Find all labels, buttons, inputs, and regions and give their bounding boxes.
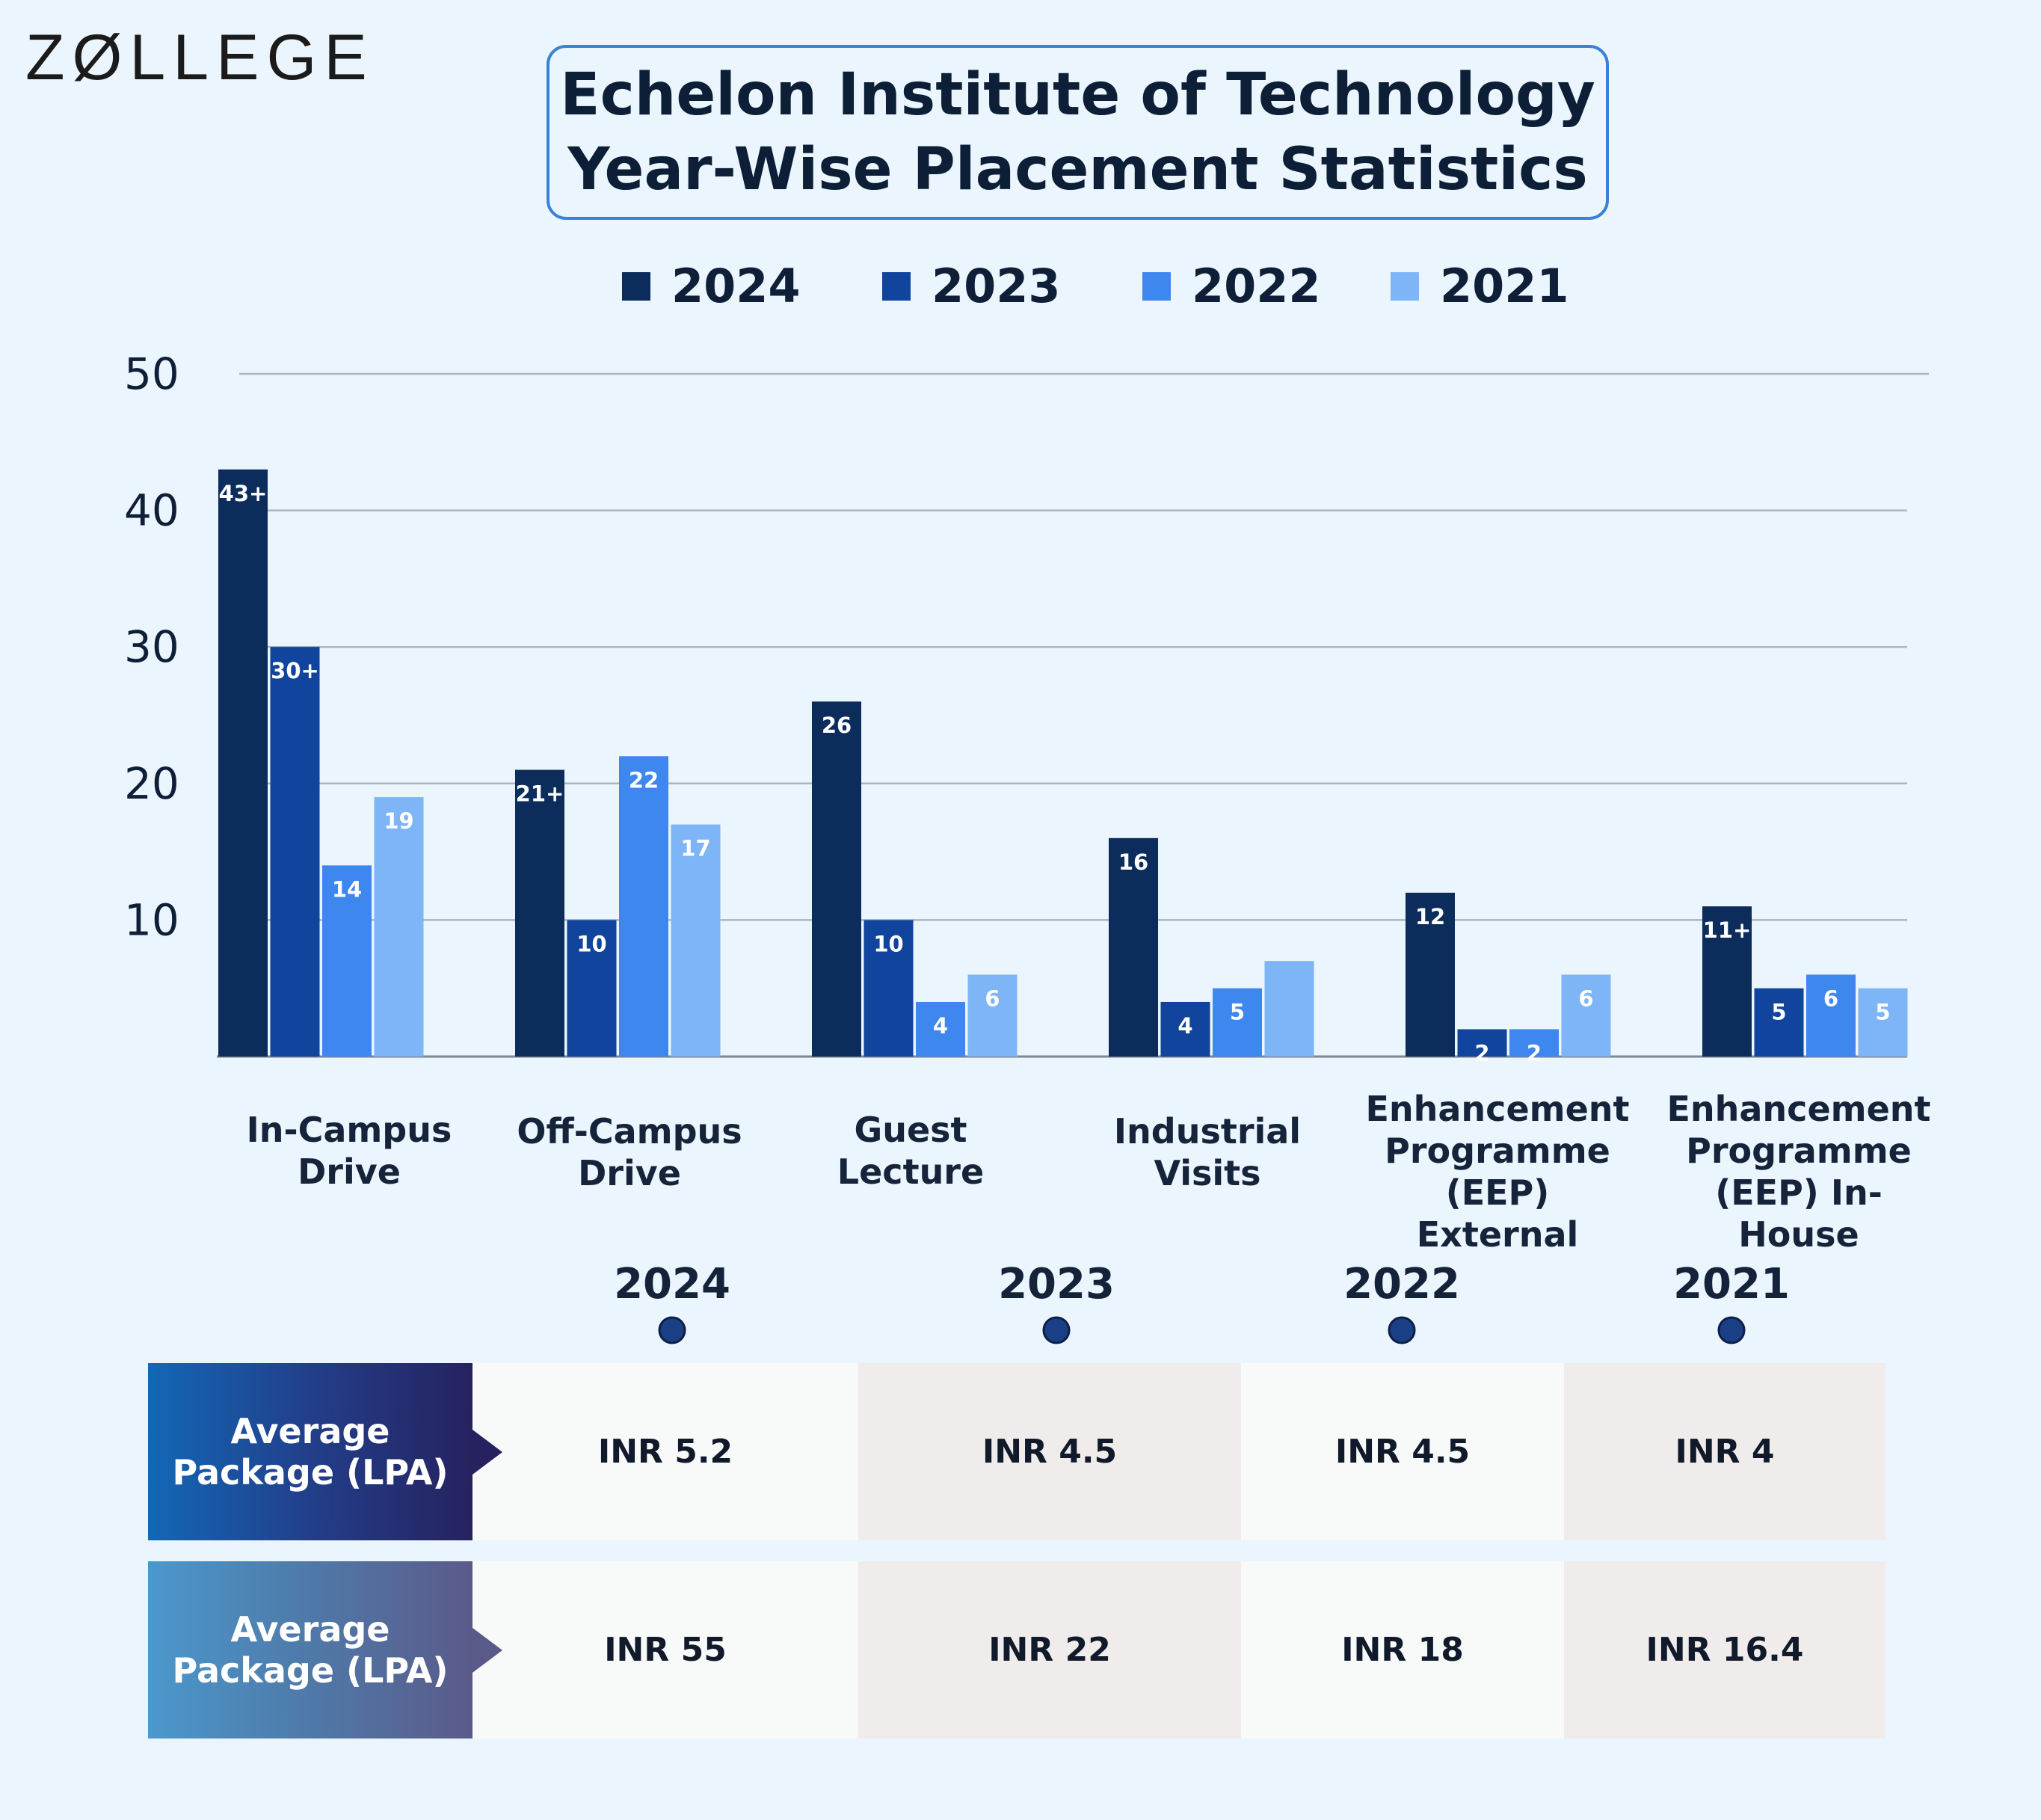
- bar-2024-cat-2: [812, 701, 861, 1057]
- table-cell-r1-c3: INR 16.4: [1564, 1561, 1885, 1738]
- legend-swatch-2022: [1142, 272, 1171, 301]
- bar-value-label-2023-cat-3: 4: [1178, 1013, 1192, 1039]
- bar-2022-cat-2: [916, 1001, 965, 1057]
- bar-value-label-2024-cat-1: 21+: [516, 781, 564, 807]
- timeline-year-2022: 2022: [1343, 1260, 1460, 1309]
- row-header-0: Average Package (LPA): [148, 1363, 472, 1540]
- timeline-year-2021: 2021: [1673, 1260, 1790, 1309]
- table-cell-r1-c2: INR 18: [1241, 1561, 1564, 1738]
- legend-label-2021: 2021: [1440, 259, 1569, 313]
- y-tick-label-50: 50: [124, 348, 179, 399]
- bar-2023-cat-2: [864, 920, 914, 1057]
- bar-2024-cat-1: [515, 769, 564, 1057]
- legend-swatch-2023: [882, 272, 911, 301]
- table-cell-r0-c3: INR 4: [1564, 1363, 1885, 1540]
- bar-value-label-2022-cat-3: 5: [1230, 1000, 1245, 1025]
- bar-2021-cat-0: [374, 797, 424, 1057]
- legend-item-2023[interactable]: 2023: [882, 260, 1061, 313]
- table-cell-r0-c2: INR 4.5: [1241, 1363, 1564, 1540]
- bar-value-label-2022-cat-4: 2: [1527, 1040, 1542, 1066]
- zollege-logo: ZØLLEGE: [25, 22, 375, 93]
- bar-value-label-2023-cat-5: 5: [1771, 1000, 1786, 1025]
- legend-label-2022: 2022: [1192, 259, 1321, 313]
- bar-value-label-2021-cat-0: 19: [384, 808, 413, 834]
- bar-2023-cat-0: [270, 647, 320, 1057]
- bar-2021-cat-3: [1264, 961, 1314, 1057]
- bar-2023-cat-4: [1457, 1029, 1507, 1057]
- timeline-dot-2021: [1717, 1316, 1746, 1344]
- bar-2021-cat-5: [1858, 988, 1908, 1057]
- bar-2023-cat-5: [1754, 988, 1804, 1057]
- bar-value-label-2021-cat-2: 6: [985, 986, 1000, 1011]
- y-tick-label-10: 10: [124, 894, 179, 945]
- bar-2024-cat-5: [1702, 906, 1752, 1057]
- timeline-year-2023: 2023: [998, 1260, 1115, 1309]
- bar-2023-cat-3: [1160, 1001, 1210, 1057]
- bar-value-label-2023-cat-4: 2: [1474, 1040, 1489, 1066]
- table-cell-r1-c0: INR 55: [472, 1561, 858, 1738]
- bar-2022-cat-5: [1806, 974, 1856, 1057]
- legend-label-2024: 2024: [671, 259, 801, 313]
- bar-2024-cat-3: [1109, 837, 1158, 1057]
- x-tick-label-4: Enhancement Programme (EEP) External: [1365, 1089, 1630, 1255]
- bar-value-label-2023-cat-0: 30+: [271, 658, 319, 683]
- chart-title-box: Echelon Institute of Technology Year-Wis…: [547, 45, 1609, 220]
- y-tick-label-30: 30: [124, 621, 179, 672]
- chart-title-line-1: Echelon Institute of Technology: [560, 61, 1595, 129]
- row-header-arrow-0: [472, 1429, 502, 1475]
- bar-chart: 102030405043+30+141921+10221726104616451…: [124, 348, 1929, 1066]
- legend-swatch-2024: [622, 272, 650, 301]
- bar-value-label-2022-cat-0: 14: [332, 876, 362, 902]
- table-cell-r0-c0: INR 5.2: [472, 1363, 858, 1540]
- bar-value-label-2023-cat-2: 10: [873, 931, 903, 956]
- bar-value-label-2023-cat-1: 10: [576, 931, 606, 956]
- bar-value-label-2024-cat-5: 11+: [1703, 917, 1752, 943]
- legend-item-2022[interactable]: 2022: [1142, 260, 1321, 313]
- bar-value-label-2022-cat-5: 6: [1823, 986, 1838, 1011]
- table-cell-r1-c1: INR 22: [858, 1561, 1241, 1738]
- bar-value-label-2022-cat-1: 22: [629, 767, 659, 793]
- bar-2024-cat-4: [1406, 892, 1455, 1057]
- x-tick-label-1: Off-Campus Drive: [517, 1111, 742, 1193]
- y-tick-label-40: 40: [124, 485, 179, 536]
- timeline-dot-2024: [658, 1316, 686, 1344]
- legend-swatch-2021: [1391, 272, 1419, 301]
- timeline-dot-2023: [1042, 1316, 1071, 1344]
- row-header-arrow-1: [472, 1627, 502, 1673]
- x-tick-label-5: Enhancement Programme (EEP) In-House: [1666, 1089, 1931, 1255]
- timeline-dot-2022: [1388, 1316, 1416, 1344]
- row-header-1: Average Package (LPA): [148, 1561, 472, 1738]
- bar-2022-cat-0: [322, 865, 372, 1057]
- bar-value-label-2024-cat-3: 16: [1118, 849, 1148, 875]
- legend-label-2023: 2023: [932, 259, 1061, 313]
- x-tick-label-2: Guest Lecture: [837, 1110, 985, 1192]
- x-tick-label-0: In-Campus Drive: [246, 1110, 452, 1192]
- bar-value-label-2021-cat-4: 6: [1578, 986, 1593, 1011]
- bar-2022-cat-3: [1213, 988, 1262, 1057]
- bar-2022-cat-4: [1509, 1029, 1559, 1057]
- legend-item-2021[interactable]: 2021: [1391, 260, 1569, 313]
- bar-value-label-2022-cat-2: 4: [933, 1013, 948, 1039]
- bar-value-label-2021-cat-1: 17: [680, 836, 710, 861]
- x-tick-label-3: Industrial Visits: [1113, 1111, 1302, 1193]
- legend-item-2024[interactable]: 2024: [622, 260, 801, 313]
- bar-2021-cat-1: [671, 824, 721, 1057]
- bar-value-label-2021-cat-5: 5: [1875, 1000, 1890, 1025]
- timeline-year-2024: 2024: [614, 1260, 730, 1309]
- bar-value-label-2024-cat-2: 26: [822, 713, 852, 738]
- chart-title-line-2: Year-Wise Placement Statistics: [567, 136, 1588, 203]
- legend: 2024 2023 2022 2021: [0, 247, 2041, 322]
- bar-2023-cat-1: [567, 920, 617, 1057]
- bar-value-label-2024-cat-4: 12: [1415, 904, 1445, 929]
- bar-2024-cat-0: [218, 469, 268, 1057]
- bar-2022-cat-1: [619, 756, 668, 1057]
- y-tick-label-20: 20: [124, 758, 179, 809]
- bar-2021-cat-2: [967, 974, 1018, 1057]
- bar-value-label-2024-cat-0: 43+: [219, 481, 268, 506]
- bar-2021-cat-4: [1561, 974, 1611, 1057]
- table-cell-r0-c1: INR 4.5: [858, 1363, 1241, 1540]
